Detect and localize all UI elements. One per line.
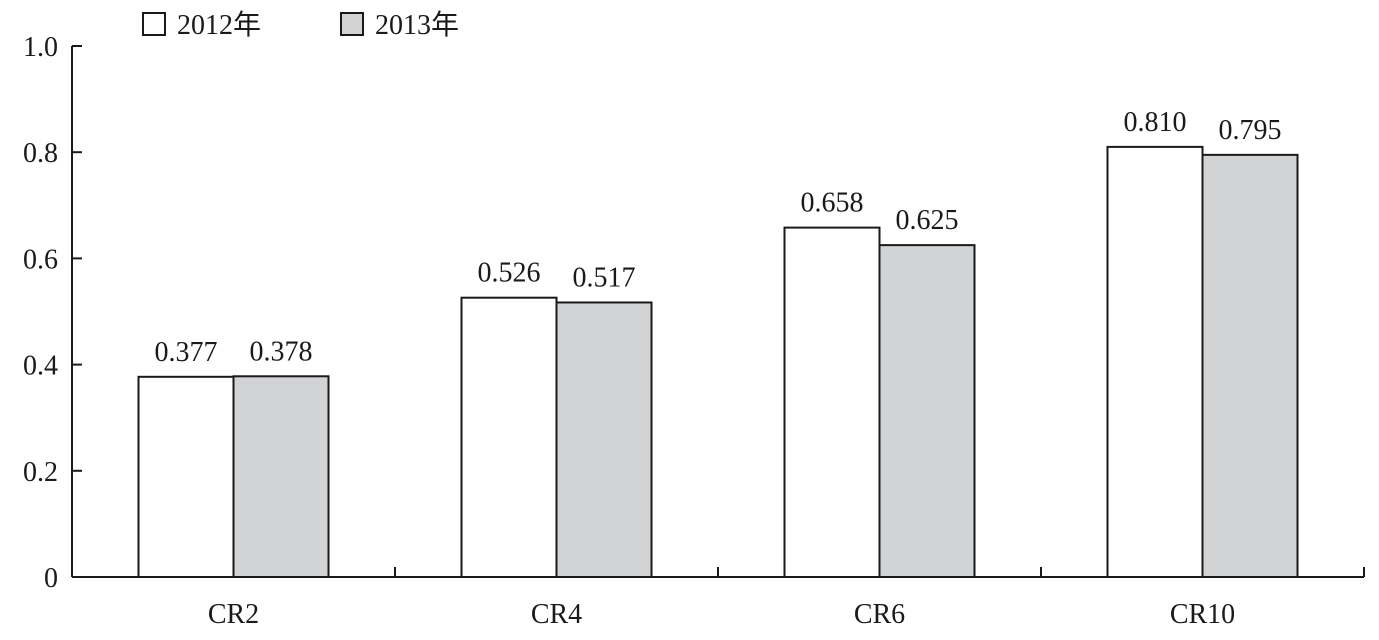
legend-swatch-1 <box>142 12 166 36</box>
bar-cr6-series-2 <box>878 244 976 578</box>
y-tick-label: 0 <box>44 563 58 594</box>
y-tick-label: 0.8 <box>23 138 58 169</box>
data-label: 0.658 <box>801 188 864 219</box>
y-tick-label: 0.2 <box>23 457 58 488</box>
y-tick-label: 0.4 <box>23 351 58 382</box>
bar-cr10-series-2 <box>1201 153 1299 578</box>
legend-label-2: 2013年 <box>375 9 459 41</box>
y-tick-label: 1.0 <box>23 32 58 63</box>
data-label: 0.526 <box>478 258 541 289</box>
legend-label-1: 2012年 <box>177 9 261 41</box>
data-label: 0.810 <box>1124 107 1187 138</box>
bar-cr10-series-1 <box>1106 145 1204 578</box>
category-label: CR10 <box>1170 599 1235 630</box>
category-label: CR4 <box>531 599 582 630</box>
data-labels: 0.377 0.378 0.526 0.517 0.658 0.625 0.810 0.795 <box>155 107 1282 368</box>
bar-cr2-series-2 <box>232 375 330 579</box>
legend: 2012年 2013年 <box>142 9 459 41</box>
bar-cr2-series-1 <box>137 375 235 578</box>
bar-cr4-series-1 <box>460 296 558 578</box>
data-label: 0.517 <box>573 262 636 293</box>
y-tick-label: 0.6 <box>23 244 58 275</box>
x-axis: CR2 CR4 CR6 CR10 <box>72 567 1365 630</box>
bars <box>137 145 1299 579</box>
category-label: CR2 <box>208 599 259 630</box>
data-label: 0.625 <box>896 205 959 236</box>
data-label: 0.795 <box>1219 115 1282 146</box>
bar-cr4-series-2 <box>555 301 653 578</box>
data-label: 0.378 <box>250 336 313 367</box>
y-axis: 0 0.2 0.4 0.6 0.8 1.0 <box>23 32 82 594</box>
category-label: CR6 <box>854 599 905 630</box>
data-label: 0.377 <box>155 337 218 368</box>
legend-swatch-2 <box>340 12 364 36</box>
bar-cr6-series-1 <box>783 226 881 579</box>
